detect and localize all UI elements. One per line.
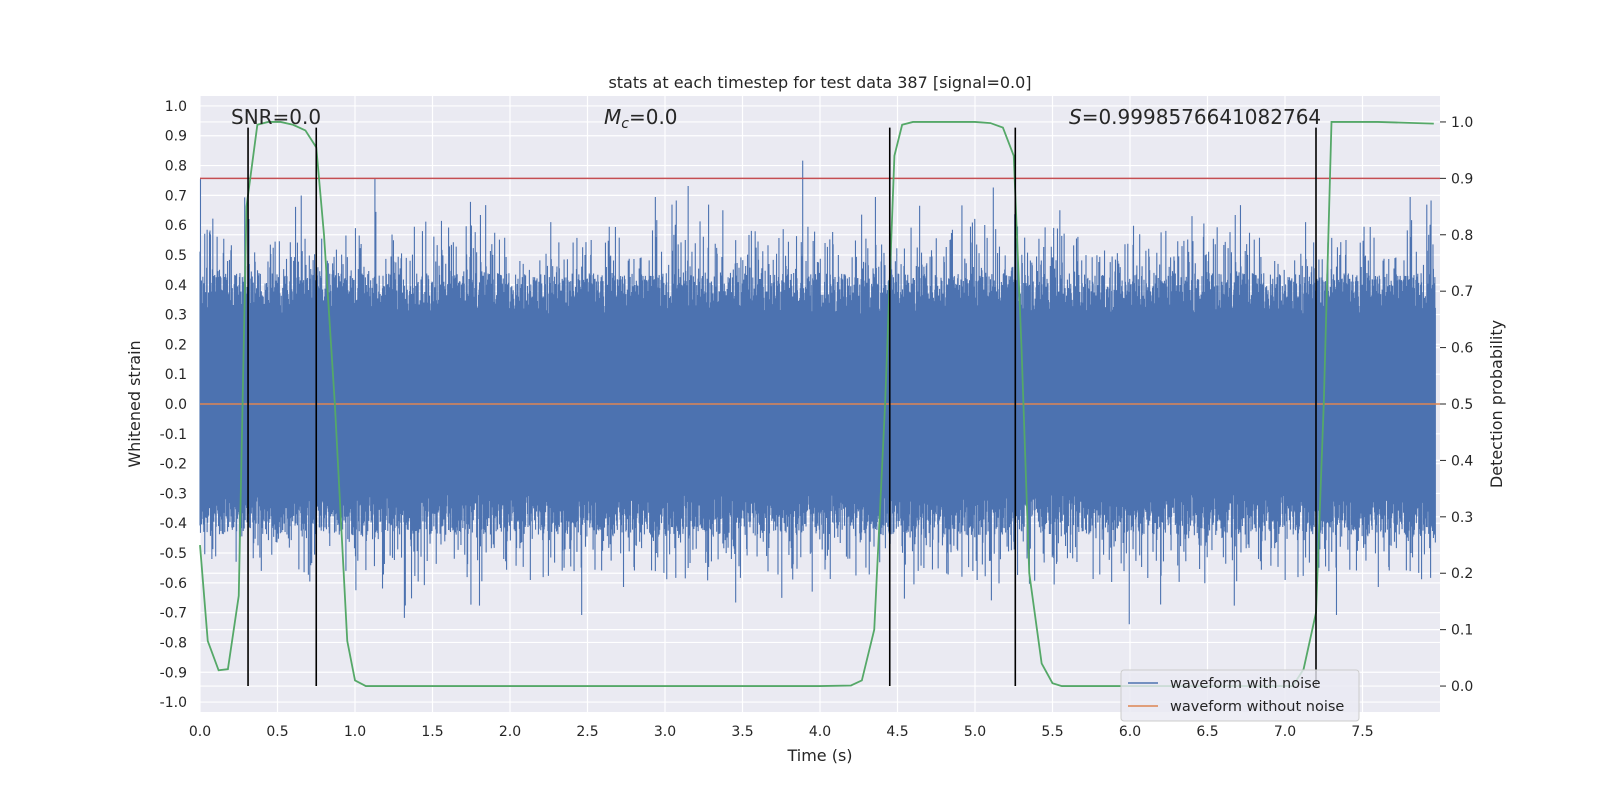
snr-annotation: SNR=0.0 xyxy=(231,105,321,129)
left-y-tick-label-4: -0.6 xyxy=(160,576,187,592)
right-y-tick-labels: 0.0 0.1 0.2 0.3 0.4 0.5 0.6 0.7 0.8 0.9 1.0 xyxy=(1440,115,1473,695)
x-tick-label-1: 0.5 xyxy=(266,724,288,740)
chirp-mass-subscript: c xyxy=(621,116,629,132)
x-tick-labels: 0.0 0.5 1.0 1.5 2.0 2.5 3.0 3.5 4.0 4.5 5.0 5.5 6.0 6… xyxy=(189,724,1374,740)
x-axis-label: Time (s) xyxy=(786,746,852,765)
s-value: =0.9998576641082764 xyxy=(1082,105,1321,129)
left-y-tick-label-11: 0.1 xyxy=(165,367,187,383)
chirp-mass-symbol: M xyxy=(604,105,621,129)
left-y-tick-label-19: 0.9 xyxy=(165,129,187,145)
left-y-tick-label-7: -0.3 xyxy=(160,486,187,502)
x-tick-label-10: 5.0 xyxy=(964,724,986,740)
chirp-mass-annotation: Mc=0.0 xyxy=(604,105,678,132)
left-y-tick-label-2: -0.8 xyxy=(160,635,187,651)
left-y-tick-label-16: 0.6 xyxy=(165,218,187,234)
vertical-markers xyxy=(247,127,1317,687)
legend-box xyxy=(1120,669,1360,722)
left-y-tick-label-0: -1.0 xyxy=(160,695,187,711)
right-y-tick-label-9: 0.9 xyxy=(1451,171,1473,187)
x-tick-label-5: 2.5 xyxy=(576,724,598,740)
right-y-axis-label: Detection probability xyxy=(1487,320,1506,488)
right-y-tick-label-8: 0.8 xyxy=(1451,228,1473,244)
left-y-axis-label: Whitened strain xyxy=(125,340,144,467)
left-y-tick-label-18: 0.8 xyxy=(165,159,187,175)
right-y-tick-label-2: 0.2 xyxy=(1451,566,1473,582)
left-y-tick-label-3: -0.7 xyxy=(160,606,187,622)
legend-label-clean: waveform without noise xyxy=(1170,699,1344,715)
left-y-tick-label-8: -0.2 xyxy=(160,457,187,473)
x-tick-label-6: 3.0 xyxy=(654,724,676,740)
left-y-tick-label-1: -0.9 xyxy=(160,665,187,681)
s-annotation: S=0.9998576641082764 xyxy=(1069,105,1321,129)
x-tick-label-11: 5.5 xyxy=(1041,724,1063,740)
left-y-tick-label-5: -0.5 xyxy=(160,546,187,562)
left-y-tick-label-12: 0.2 xyxy=(165,337,187,353)
x-tick-label-12: 6.0 xyxy=(1119,724,1141,740)
x-tick-label-2: 1.0 xyxy=(344,724,366,740)
right-y-tick-label-4: 0.4 xyxy=(1451,453,1473,469)
left-y-tick-label-13: 0.3 xyxy=(165,308,187,324)
left-y-tick-label-15: 0.5 xyxy=(165,248,187,264)
left-y-tick-label-20: 1.0 xyxy=(165,99,187,115)
left-y-tick-labels: -1.0 -0.9 -0.8 -0.7 -0.6 -0.5 -0.4 -0.3 -0.2 -0.1… xyxy=(160,99,187,711)
x-tick-label-14: 7.0 xyxy=(1274,724,1296,740)
right-y-tick-label-5: 0.5 xyxy=(1451,397,1473,413)
x-tick-label-8: 4.0 xyxy=(809,724,831,740)
left-y-tick-label-9: -0.1 xyxy=(160,427,187,443)
right-y-tick-label-0: 0.0 xyxy=(1451,679,1473,695)
chart-title: stats at each timestep for test data 387… xyxy=(608,73,1031,92)
x-tick-label-0: 0.0 xyxy=(189,724,211,740)
chirp-mass-value: =0.0 xyxy=(629,105,678,129)
x-tick-label-13: 6.5 xyxy=(1196,724,1218,740)
x-tick-label-3: 1.5 xyxy=(421,724,443,740)
x-tick-label-15: 7.5 xyxy=(1351,724,1373,740)
left-y-tick-label-6: -0.4 xyxy=(160,516,187,532)
right-y-tick-label-10: 1.0 xyxy=(1451,115,1473,131)
left-y-tick-label-17: 0.7 xyxy=(165,188,187,204)
right-y-tick-label-7: 0.7 xyxy=(1451,284,1473,300)
left-y-tick-label-14: 0.4 xyxy=(165,278,187,294)
s-symbol: S xyxy=(1069,105,1082,129)
right-y-tick-label-6: 0.6 xyxy=(1451,341,1473,357)
x-tick-label-9: 4.5 xyxy=(886,724,908,740)
x-tick-label-7: 3.5 xyxy=(731,724,753,740)
left-y-tick-label-10: 0.0 xyxy=(165,397,187,413)
legend: waveform with noise waveform without noi… xyxy=(1120,669,1360,722)
right-y-tick-label-1: 0.1 xyxy=(1451,623,1473,639)
x-tick-label-4: 2.0 xyxy=(499,724,521,740)
right-y-tick-label-3: 0.3 xyxy=(1451,510,1473,526)
legend-label-noise: waveform with noise xyxy=(1170,676,1321,692)
